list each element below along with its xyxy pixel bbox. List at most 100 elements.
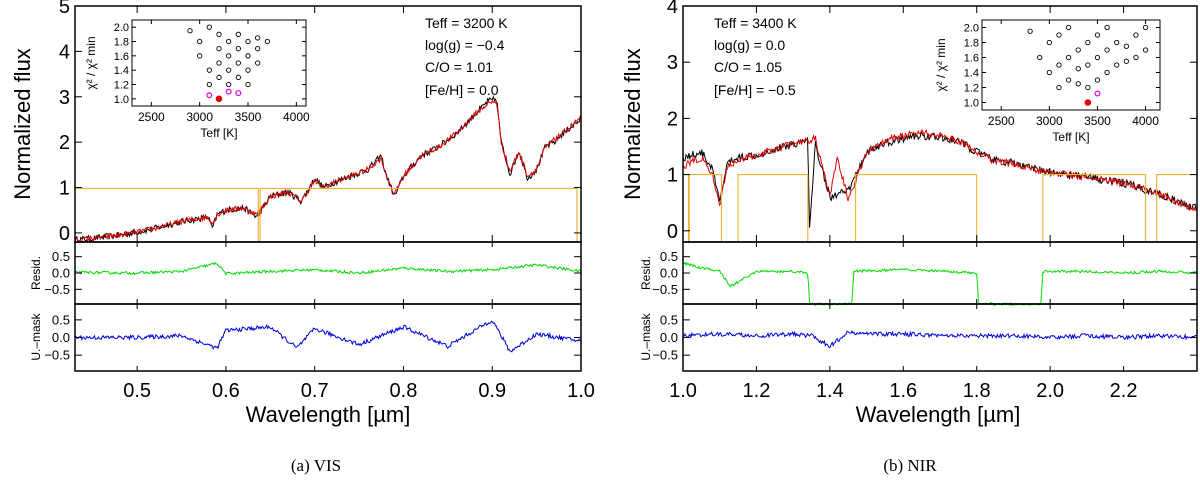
vis-inset-ytick-label: 1.0 [114, 94, 129, 106]
vis-inset-point [235, 60, 241, 66]
vis-inset-point-magenta [235, 90, 242, 97]
vis-main-ytick-label: 2 [59, 132, 70, 154]
nir-inset-point [1056, 32, 1062, 38]
vis-inset-axes: 2500 3000 3500 4000 1.0 1.2 1.4 1.6 1.8 2.0 [114, 20, 310, 124]
vis-residual-y-axis: 0.5 0.0−0.5 [44, 249, 581, 297]
vis-inset-point [255, 46, 261, 52]
nir-inset-point [1046, 39, 1053, 46]
nir-umask-ytick-label: 0.5 [660, 312, 678, 327]
nir-inset-xtick-label: 4000 [1132, 114, 1159, 128]
nir-umask-ytick-label: 0.0 [660, 330, 678, 345]
nir-main-ytick-label: 4 [667, 0, 678, 18]
vis-main-y-axis: 0 1 2 3 4 5 [59, 0, 581, 245]
nir-annotation-feh: [Fe/H] = −0.5 [714, 82, 796, 98]
nir-main-ytick-label: 3 [667, 52, 678, 74]
nir-umask-ylabel: U.–mask [639, 312, 653, 360]
nir-xlabel: Wavelength [µm] [856, 402, 1021, 427]
nir-inset-point [1075, 47, 1081, 53]
nir-xtick-label: 1.8 [963, 380, 991, 402]
vis-inset-point [206, 81, 212, 88]
vis-inset-point-magenta [225, 88, 232, 95]
nir-inset-point [1123, 43, 1129, 49]
vis-inset-point [226, 81, 232, 88]
vis-xtick-label: 0.5 [123, 380, 151, 402]
nir-annotation-logg: log(g) = 0.0 [714, 37, 785, 53]
nir-inset-axes: 2500 3000 3500 4000 1.0 1.2 1.4 1.6 1.8 2.0 [964, 20, 1160, 128]
nir-resid-ytick-label: 0.5 [660, 249, 678, 264]
vis-inset-point [197, 38, 203, 45]
vis-main-ylabel: Normalized flux [10, 48, 35, 200]
nir-series-umask [682, 329, 1197, 349]
vis-inset-point [245, 81, 251, 88]
nir-inset-point [1114, 39, 1120, 46]
nir-inset-point [1085, 39, 1091, 46]
vis-inset-point [264, 38, 270, 45]
vis-inset-point [216, 60, 222, 66]
nir-inset-point [1085, 84, 1091, 91]
nir-residual-ylabel: Resid. [639, 256, 653, 290]
nir-resid-ytick-label: 0.0 [660, 266, 678, 281]
nir-inset-point [1085, 62, 1091, 68]
nir-resid-ytick-label: −0.5 [652, 282, 678, 297]
vis-inset-point [255, 35, 261, 41]
nir-inset-point [1065, 24, 1072, 31]
nir-inset-best-point [1084, 99, 1092, 106]
nir-residual-y-axis: 0.5 0.0−0.5 [652, 249, 1197, 297]
nir-inset-point-magenta [1094, 90, 1101, 97]
nir-inset-point [1094, 77, 1101, 83]
vis-inset-point [235, 31, 241, 37]
nir-inset-ylabel: χ² / χ² min [934, 38, 948, 91]
vis-umask-ylabel: U.–mask [29, 312, 43, 360]
vis-inset-points [187, 24, 270, 103]
vis-xtick-label: 1.0 [567, 380, 595, 402]
nir-main-ylabel: Normalized flux [620, 48, 645, 200]
vis-inset-frame [131, 19, 307, 107]
nir-inset-point [1094, 32, 1101, 38]
nir-inset-ytick-label: 1.4 [964, 68, 979, 80]
nir-inset-xtick-label: 3500 [1084, 114, 1111, 128]
vis-resid-ytick-label: 0.0 [52, 266, 70, 281]
nir-main-ytick-label: 2 [667, 108, 678, 130]
vis-inset-point [255, 60, 261, 66]
nir-inset-xtick-label: 3000 [1036, 114, 1063, 128]
vis-inset-best-point [215, 95, 223, 103]
vis-series-residual [74, 261, 582, 277]
vis-series-mask [75, 187, 581, 243]
vis-residual-ylabel: Resid. [29, 256, 43, 290]
nir-umask-y-axis: 0.5 0.0 −0.5 [652, 312, 1197, 363]
vis-inset-point [245, 67, 251, 73]
vis-inset-ylabel: χ² / χ² min [84, 36, 98, 89]
vis-main-ytick-label: 1 [59, 178, 70, 200]
nir-series-model [682, 128, 1198, 212]
vis-umask-ytick-label: −0.5 [44, 348, 70, 363]
vis-residual-frame [74, 241, 582, 305]
nir-inset-points [1027, 24, 1149, 106]
nir-inset-point [1142, 24, 1149, 31]
vis-main-ytick-label: 5 [59, 0, 70, 18]
vis-inset-point [245, 38, 251, 45]
nir-inset-frame [981, 19, 1161, 111]
vis-inset-ytick-label: 1.6 [114, 51, 129, 63]
vis-inset-point [206, 24, 212, 30]
vis-annotation-feh: [Fe/H] = 0.0 [425, 82, 499, 98]
vis-main-ytick-label: 4 [59, 41, 70, 63]
vis-umask-frame [74, 303, 582, 372]
nir-inset-point [1056, 62, 1062, 68]
nir-main-ytick-label: 0 [667, 221, 678, 243]
vis-resid-ytick-label: −0.5 [44, 282, 70, 297]
vis-inset-xtick-label: 2500 [138, 110, 165, 124]
vis-inset-ytick-label: 2.0 [114, 22, 129, 34]
vis-series-umask [74, 320, 582, 353]
vis-inset-point [226, 53, 232, 59]
vis-x-axis: 0.5 0.6 0.7 0.8 0.9 1.0 [123, 6, 595, 402]
nir-caption: (b) NIR [883, 456, 937, 475]
nir-inset-point [1075, 81, 1081, 87]
nir-inset-xtick-label: 2500 [988, 114, 1015, 128]
vis-xtick-label: 0.9 [478, 380, 506, 402]
nir-inset-point [1027, 28, 1033, 34]
vis-umask-y-axis: 0.5 0.0 −0.5 [44, 312, 581, 363]
vis-inset-point [216, 31, 222, 37]
nir-x-axis: 1.0 1.2 1.4 1.6 1.8 2.0 2.2 [669, 6, 1137, 402]
nir-main-y-axis: 0 1 2 3 4 [667, 0, 1197, 243]
